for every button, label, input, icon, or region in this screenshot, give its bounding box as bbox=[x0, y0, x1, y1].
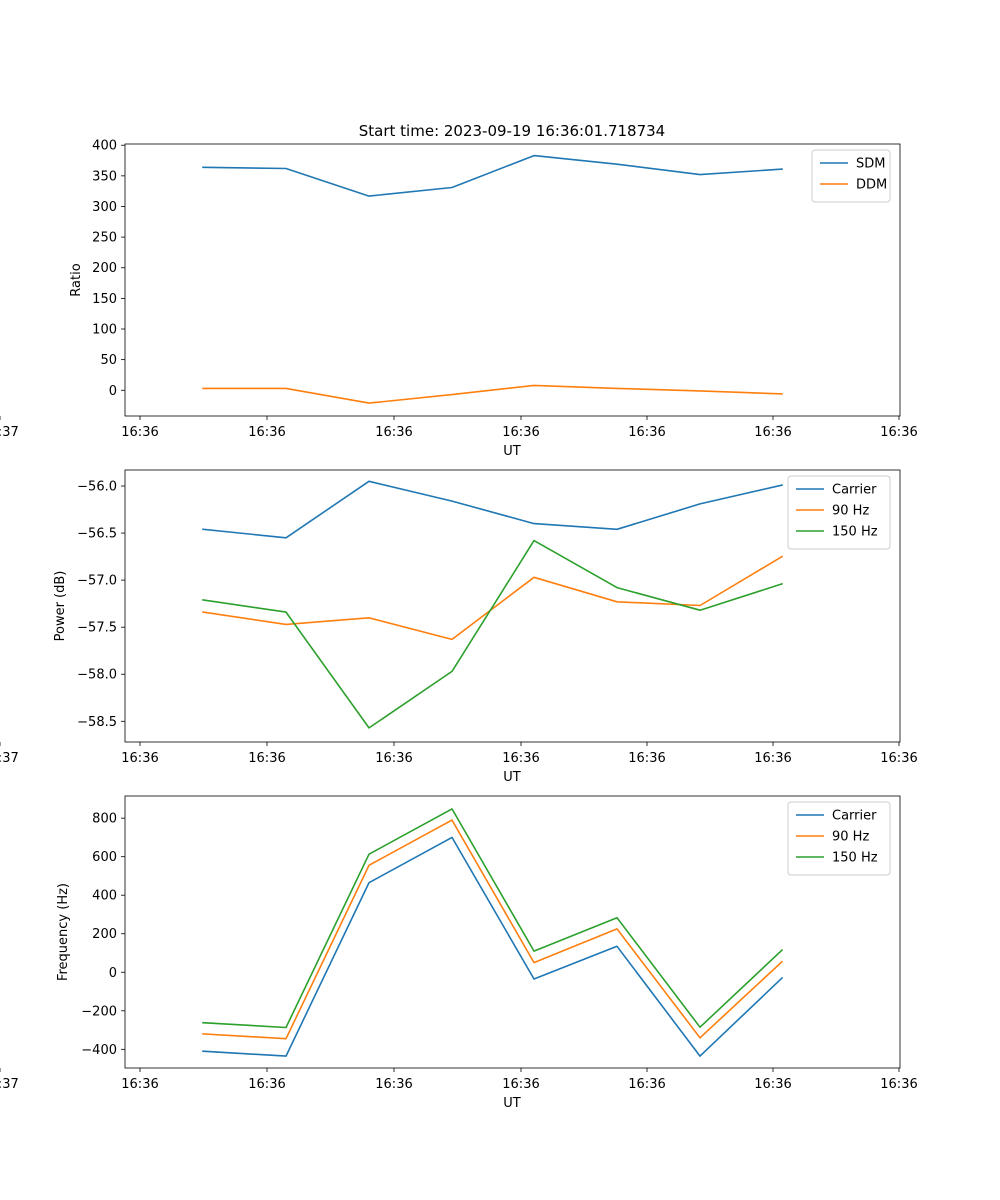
legend-entry: 90 Hz bbox=[832, 504, 869, 519]
y-tick-label: 150 bbox=[92, 292, 117, 307]
x-tick-label: 16:36 bbox=[754, 1077, 791, 1092]
axes-frame bbox=[124, 795, 901, 1069]
y-tick-label: −56.0 bbox=[77, 480, 117, 495]
y-tick-label: 250 bbox=[92, 231, 117, 246]
y-tick-label: −58.5 bbox=[77, 715, 117, 730]
subplot-1: 16:36 16:36 16:36 16:36 16:36 16:36 16:36 16:37… bbox=[0, 139, 918, 459]
subplot-2: 16:36 16:36 16:36 16:36 16:36 16:36 16:36 16:37… bbox=[0, 469, 918, 785]
y-tick-label: −56.5 bbox=[77, 527, 117, 542]
legend: Carrier 90 Hz 150 Hz bbox=[787, 801, 891, 876]
x-tick-label: 16:36 bbox=[880, 425, 917, 440]
x-tick-label: 16:36 bbox=[754, 751, 791, 766]
y-axis-label: Frequency (Hz) bbox=[56, 883, 71, 981]
y-tick-label: −400 bbox=[81, 1043, 117, 1058]
series-line-ddm bbox=[202, 384, 783, 404]
x-tick-label: 16:36 bbox=[754, 425, 791, 440]
y-tick-label: 200 bbox=[92, 927, 117, 942]
x-axis-label: UT bbox=[503, 770, 521, 785]
x-tick-label: 16:36 bbox=[375, 751, 412, 766]
legend-entry: Carrier bbox=[832, 483, 877, 498]
series-line-sdm bbox=[202, 154, 783, 197]
x-tick-label: 16:36 bbox=[502, 425, 539, 440]
x-tick-label: 16:36 bbox=[502, 751, 539, 766]
y-tick-label: −57.5 bbox=[77, 621, 117, 636]
y-tick-label: 300 bbox=[92, 200, 117, 215]
x-axis-label: UT bbox=[503, 1096, 521, 1111]
y-tick-label: 800 bbox=[92, 812, 117, 827]
y-tick-label: 600 bbox=[92, 850, 117, 865]
y-axis-label: Power (dB) bbox=[53, 571, 68, 642]
series-line-90-hz bbox=[202, 555, 784, 641]
x-tick-label: 16:36 bbox=[121, 1077, 158, 1092]
legend: SDM DDM bbox=[811, 149, 891, 203]
legend-entry: 90 Hz bbox=[832, 830, 869, 845]
x-tick-label: 16:36 bbox=[121, 751, 158, 766]
y-tick-label: 100 bbox=[92, 323, 117, 338]
y-tick-label: 400 bbox=[92, 889, 117, 904]
x-tick-label: 16:37 bbox=[0, 1077, 19, 1092]
y-tick-label: 400 bbox=[92, 139, 117, 154]
y-tick-label: −57.0 bbox=[77, 574, 117, 589]
x-tick-label: 16:36 bbox=[628, 751, 665, 766]
y-tick-label: −200 bbox=[81, 1004, 117, 1019]
y-tick-label: −58.0 bbox=[77, 668, 117, 683]
x-tick-label: 16:36 bbox=[880, 751, 917, 766]
legend-entry: Carrier bbox=[832, 809, 877, 824]
series-line-150-hz bbox=[202, 808, 784, 1029]
y-axis-label: Ratio bbox=[69, 263, 84, 296]
y-tick-label: 0 bbox=[109, 384, 117, 399]
x-tick-label: 16:36 bbox=[375, 1077, 412, 1092]
x-tick-label: 16:36 bbox=[880, 1077, 917, 1092]
series-line-carrier bbox=[202, 480, 783, 539]
y-tick-label: 350 bbox=[92, 169, 117, 184]
legend-entry: DDM bbox=[856, 178, 887, 193]
x-tick-label: 16:36 bbox=[248, 1077, 285, 1092]
x-tick-label: 16:36 bbox=[628, 425, 665, 440]
x-tick-label: 16:36 bbox=[248, 751, 285, 766]
x-tick-label: 16:36 bbox=[121, 425, 158, 440]
series-line-150-hz bbox=[202, 539, 784, 729]
y-tick-label: 200 bbox=[92, 261, 117, 276]
axes-frame bbox=[124, 143, 901, 417]
series-line-90-hz bbox=[202, 819, 784, 1040]
x-tick-label: 16:36 bbox=[375, 425, 412, 440]
legend-entry: SDM bbox=[856, 157, 885, 172]
legend-entry: 150 Hz bbox=[832, 525, 878, 540]
figure-title: Start time: 2023-09-19 16:36:01.718734 bbox=[359, 122, 665, 140]
subplot-3: 16:36 16:36 16:36 16:36 16:36 16:36 16:36 16:37… bbox=[0, 795, 918, 1111]
x-tick-label: 16:37 bbox=[0, 751, 19, 766]
x-tick-label: 16:37 bbox=[0, 425, 19, 440]
x-tick-label: 16:36 bbox=[502, 1077, 539, 1092]
series-line-carrier bbox=[202, 836, 784, 1057]
x-axis-label: UT bbox=[503, 444, 521, 459]
y-tick-label: 0 bbox=[109, 966, 117, 981]
x-tick-label: 16:36 bbox=[628, 1077, 665, 1092]
y-tick-label: 50 bbox=[100, 353, 117, 368]
legend-entry: 150 Hz bbox=[832, 851, 878, 866]
x-tick-label: 16:36 bbox=[248, 425, 285, 440]
legend: Carrier 90 Hz 150 Hz bbox=[787, 475, 891, 550]
axes-frame bbox=[124, 469, 901, 743]
